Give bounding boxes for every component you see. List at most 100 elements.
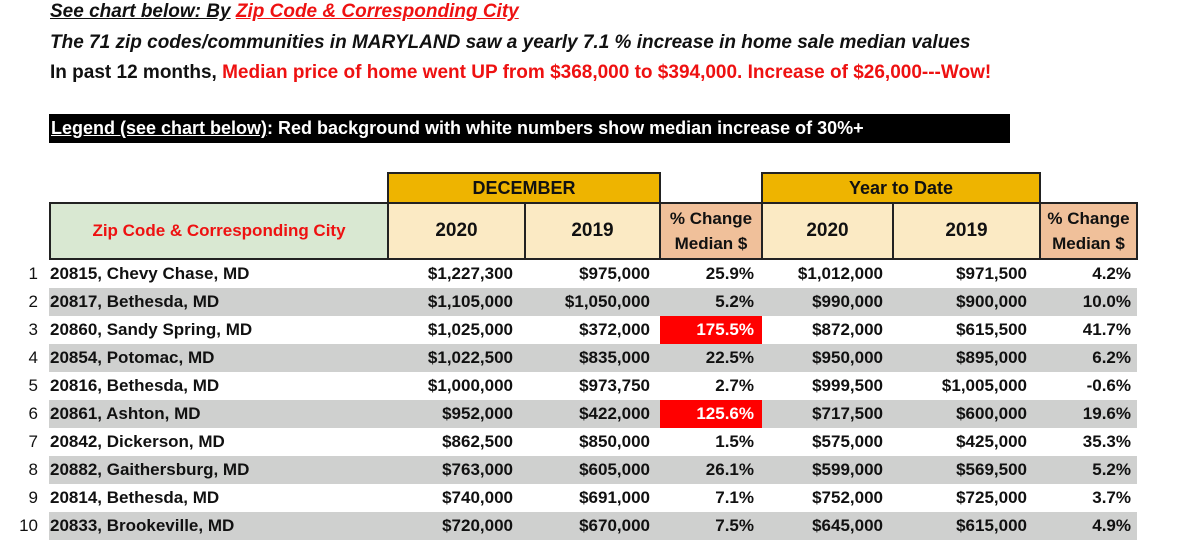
ytd-2020-cell: $950,000: [812, 348, 883, 367]
row-rank: 9: [28, 488, 38, 507]
dec-2020-cell: $1,227,300: [427, 264, 513, 283]
ytd-pct-change-cell: 6.2%: [1092, 348, 1131, 367]
ytd-pct-change-cell: 5.2%: [1092, 460, 1131, 479]
dec-pct-change-header: % Change Median $: [659, 202, 763, 260]
dec-2020-cell: $952,000: [442, 404, 513, 423]
ytd-2020-cell: $645,000: [812, 516, 883, 535]
legend-bar: Legend (see chart below): Red background…: [49, 114, 1010, 143]
dec-2019-cell: $372,000: [579, 320, 650, 339]
dec-2020-cell: $763,000: [442, 460, 513, 479]
row-background: [49, 344, 1137, 372]
dec-pct-change-cell: 22.5%: [705, 348, 754, 367]
dec-pct-change-cell: 25.9%: [705, 264, 754, 283]
table-row: 6 20861, Ashton, MD $952,000 $422,000 125.6%…: [0, 400, 1200, 428]
intro-prefix: See chart below: By: [50, 1, 231, 22]
zip-code-link[interactable]: Zip Code & Corresponding City: [235, 1, 519, 22]
ytd-pct-change-cell: 3.7%: [1092, 488, 1131, 507]
row-rank: 6: [28, 404, 38, 423]
ytd-2019-cell: $971,500: [956, 264, 1027, 283]
table-row: 9 20814, Bethesda, MD $740,000 $691,000 7.1%…: [0, 484, 1200, 512]
dec-2020-cell: $1,000,000: [427, 376, 513, 395]
dec-2019-cell: $422,000: [579, 404, 650, 423]
dec-pct-line2: Median $: [674, 234, 748, 253]
ytd-2020-cell: $575,000: [812, 432, 883, 451]
dec-2019-cell: $850,000: [579, 432, 650, 451]
ytd-2019-header: 2019: [892, 202, 1041, 260]
city-column-header: Zip Code & Corresponding City: [49, 202, 389, 260]
table-row: 5 20816, Bethesda, MD $1,000,000 $973,750 2.…: [0, 372, 1200, 400]
dec-2020-header: 2020: [387, 202, 526, 260]
dec-pct-line1: % Change: [669, 209, 753, 228]
dec-2019-cell: $1,050,000: [564, 292, 650, 311]
row-background: [49, 400, 1137, 428]
row-rank: 3: [28, 320, 38, 339]
ytd-2019-cell: $425,000: [956, 432, 1027, 451]
ytd-2020-header: 2020: [761, 202, 894, 260]
dec-2019-cell: $670,000: [579, 516, 650, 535]
row-background: [49, 456, 1137, 484]
row-rank: 10: [19, 516, 38, 535]
intro-line-3-prefix: In past 12 months,: [50, 62, 217, 83]
dec-pct-change-cell: 175.5%: [660, 316, 762, 344]
ytd-pct-line1: % Change: [1047, 209, 1130, 228]
dec-pct-change-cell: 26.1%: [705, 460, 754, 479]
zip-city-cell: 20854, Potomac, MD: [50, 348, 215, 367]
dec-2019-cell: $973,750: [579, 376, 650, 395]
ytd-2019-cell: $900,000: [956, 292, 1027, 311]
dec-pct-change-cell: 7.5%: [715, 516, 754, 535]
table-row: 8 20882, Gaithersburg, MD $763,000 $605,000…: [0, 456, 1200, 484]
zip-city-cell: 20882, Gaithersburg, MD: [50, 460, 250, 479]
intro-line-1: See chart below: By Zip Code & Correspon…: [50, 1, 519, 23]
ytd-pct-change-cell: 4.2%: [1092, 264, 1131, 283]
dec-2019-cell: $975,000: [579, 264, 650, 283]
zip-city-cell: 20842, Dickerson, MD: [50, 432, 225, 451]
row-rank: 7: [28, 432, 38, 451]
ytd-2020-cell: $999,500: [812, 376, 883, 395]
dec-2020-cell: $1,025,000: [427, 320, 513, 339]
table-row: 4 20854, Potomac, MD $1,022,500 $835,000 22.…: [0, 344, 1200, 372]
table-row: 3 20860, Sandy Spring, MD $1,025,000 $372,0…: [0, 316, 1200, 344]
dec-pct-change-cell: 125.6%: [660, 400, 762, 428]
ytd-2020-cell: $990,000: [812, 292, 883, 311]
ytd-pct-change-cell: -0.6%: [1086, 376, 1131, 395]
row-rank: 8: [28, 460, 38, 479]
zip-city-cell: 20814, Bethesda, MD: [50, 488, 220, 507]
dec-pct-change-cell: 7.1%: [715, 488, 754, 507]
ytd-pct-change-cell: 35.3%: [1082, 432, 1131, 451]
dec-2020-cell: $1,105,000: [427, 292, 513, 311]
zip-city-cell: 20816, Bethesda, MD: [50, 376, 220, 395]
dec-2019-cell: $835,000: [579, 348, 650, 367]
table-row: 2 20817, Bethesda, MD $1,105,000 $1,050,000…: [0, 288, 1200, 316]
dec-pct-change-cell: 2.7%: [715, 376, 754, 395]
row-rank: 4: [28, 348, 38, 367]
legend-text: : Red background with white numbers show…: [267, 118, 864, 138]
ytd-2020-cell: $599,000: [812, 460, 883, 479]
zip-city-cell: 20861, Ashton, MD: [50, 404, 201, 423]
row-background: [49, 512, 1137, 540]
ytd-2020-cell: $872,000: [812, 320, 883, 339]
ytd-pct-change-cell: 41.7%: [1082, 320, 1131, 339]
ytd-2019-cell: $600,000: [956, 404, 1027, 423]
ytd-2019-cell: $615,000: [956, 516, 1027, 535]
legend-label: Legend (see chart below): [51, 118, 268, 138]
dec-2020-cell: $740,000: [442, 488, 513, 507]
ytd-pct-change-cell: 19.6%: [1082, 404, 1131, 423]
row-rank: 1: [28, 264, 38, 283]
table-body: 1 20815, Chevy Chase, MD $1,227,300 $975,00…: [0, 260, 1200, 540]
ytd-group-header: Year to Date: [761, 172, 1041, 203]
ytd-pct-change-cell: 10.0%: [1082, 292, 1131, 311]
dec-2019-cell: $691,000: [579, 488, 650, 507]
dec-2020-cell: $862,500: [442, 432, 513, 451]
zip-city-cell: 20815, Chevy Chase, MD: [50, 264, 250, 283]
dec-pct-change-cell: 5.2%: [715, 292, 754, 311]
row-rank: 5: [28, 376, 38, 395]
ytd-2019-cell: $895,000: [956, 348, 1027, 367]
dec-2020-cell: $1,022,500: [427, 348, 513, 367]
intro-line-3: In past 12 months, Median price of home …: [50, 62, 991, 84]
row-rank: 2: [28, 292, 38, 311]
median-price-highlight: Median price of home went UP from $368,0…: [222, 62, 992, 83]
row-background: [49, 288, 1137, 316]
dec-2019-cell: $605,000: [579, 460, 650, 479]
zip-city-cell: 20860, Sandy Spring, MD: [50, 320, 253, 339]
ytd-2019-cell: $615,500: [956, 320, 1027, 339]
